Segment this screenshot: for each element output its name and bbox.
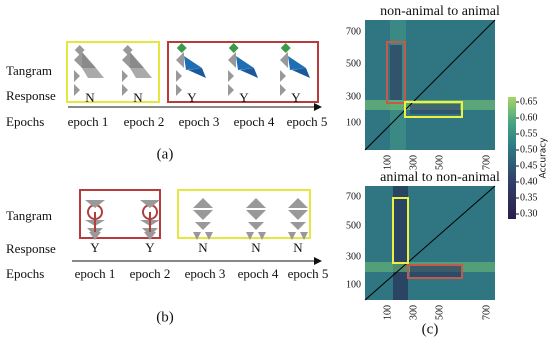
- colorbar-tick-label: 0.55: [520, 128, 538, 139]
- heatmap-bottom: [364, 185, 496, 301]
- heatmap-title: non-animal to animal: [380, 4, 500, 19]
- row-label: Epochs: [6, 266, 44, 281]
- caption: (c): [422, 321, 439, 337]
- epoch-label: epoch 1: [75, 266, 116, 281]
- response: Y: [187, 90, 197, 105]
- caption: (a): [157, 146, 174, 162]
- response: N: [85, 90, 95, 105]
- epoch-label: epoch 5: [287, 114, 328, 129]
- response: Y: [90, 240, 100, 255]
- y-tick-label: 700: [346, 191, 361, 202]
- epoch-label: epoch 3: [185, 266, 226, 281]
- row-label: Tangram: [6, 63, 52, 78]
- x-tick-label: 100: [382, 305, 393, 320]
- epoch-label: epoch 5: [288, 266, 329, 281]
- row-label: Response: [6, 88, 56, 103]
- caption: (b): [156, 309, 174, 325]
- y-tick-label: 500: [346, 220, 361, 231]
- x-tick-label: 500: [434, 155, 445, 170]
- response: Y: [291, 90, 301, 105]
- epoch-label: epoch 3: [179, 114, 220, 129]
- colorbar-label: Accuracy: [539, 137, 549, 179]
- tangram-icons-a: [66, 41, 322, 111]
- x-tick-label: 100: [382, 155, 393, 170]
- colorbar-tick-label: 0.35: [520, 192, 538, 203]
- heatmap-top: [364, 19, 496, 151]
- y-tick-label: 700: [346, 26, 361, 37]
- response: Y: [145, 240, 155, 255]
- row-label: Response: [6, 241, 56, 256]
- response: Y: [239, 90, 249, 105]
- x-tick-label: 300: [408, 305, 419, 320]
- colorbar-tick-label: 0.50: [520, 144, 538, 155]
- y-tick-label: 300: [346, 251, 361, 262]
- epoch-label: epoch 4: [234, 114, 275, 129]
- colorbar: [508, 97, 516, 219]
- row-label: Epochs: [6, 114, 44, 129]
- x-tick-label: 500: [434, 305, 445, 320]
- row-label: Tangram: [6, 208, 52, 223]
- response: N: [133, 90, 143, 105]
- y-tick-label: 100: [346, 279, 361, 290]
- y-tick-label: 100: [346, 117, 361, 128]
- epoch-label: epoch 2: [124, 114, 165, 129]
- colorbar-tick-label: 0.60: [520, 112, 538, 123]
- response: N: [198, 240, 208, 255]
- epoch-label: epoch 4: [238, 266, 279, 281]
- response: N: [293, 240, 303, 255]
- y-tick-label: 300: [346, 91, 361, 102]
- x-tick-label: 700: [481, 305, 492, 320]
- colorbar-tick-label: 0.30: [520, 208, 538, 219]
- tangram-icons-b: [72, 189, 322, 265]
- x-tick-label: 700: [481, 155, 492, 170]
- colorbar-tick-label: 0.45: [520, 160, 538, 171]
- colorbar-tick-label: 0.40: [520, 176, 538, 187]
- heatmap-title: animal to non-animal: [380, 170, 500, 185]
- colorbar-tick-label: 0.65: [520, 96, 538, 107]
- y-tick-label: 500: [346, 58, 361, 69]
- epoch-label: epoch 2: [130, 266, 171, 281]
- epoch-label: epoch 1: [68, 114, 109, 129]
- response: N: [251, 240, 261, 255]
- x-tick-label: 300: [408, 155, 419, 170]
